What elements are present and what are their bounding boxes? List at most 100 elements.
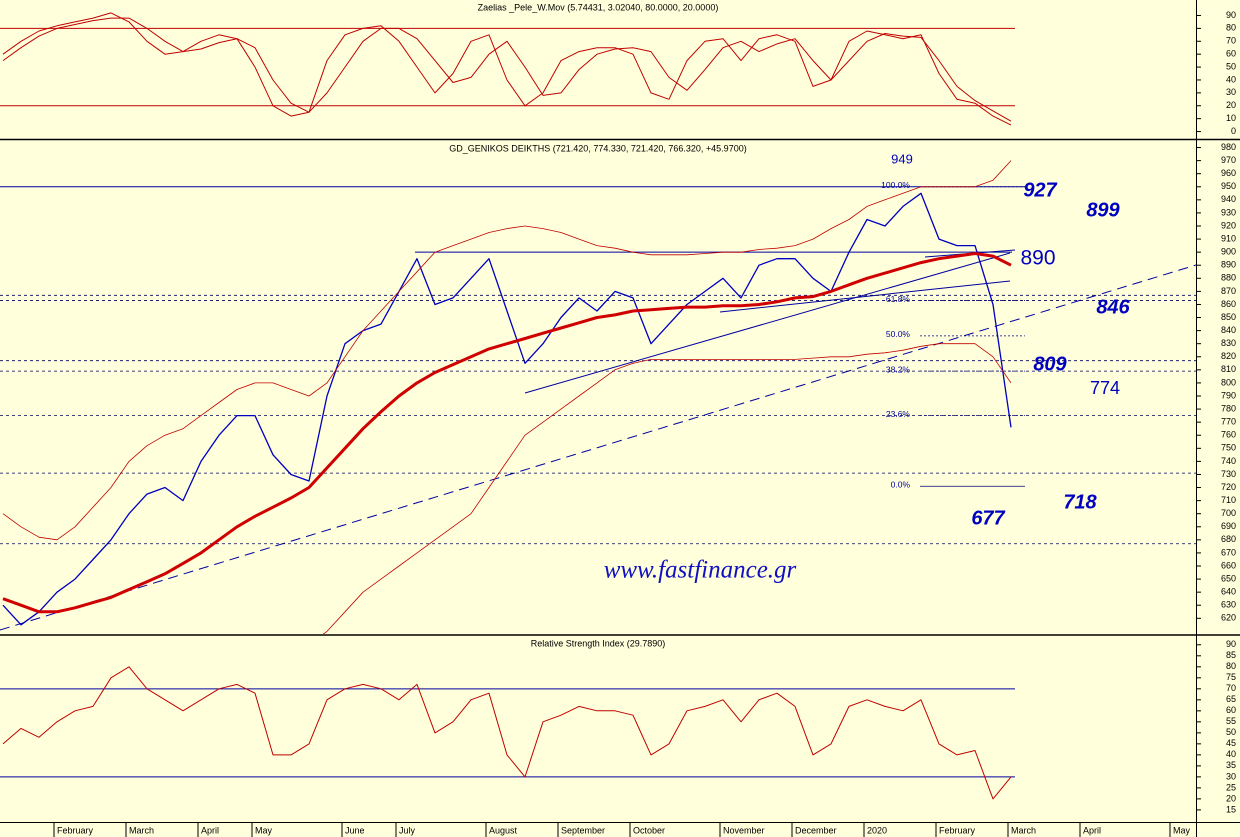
series-line [2, 160, 1012, 541]
y-tick-label: 750 [1221, 443, 1236, 453]
x-tick-label: September [561, 825, 605, 835]
y-tick-label: 640 [1221, 587, 1236, 597]
y-tick-label: 60 [1226, 705, 1236, 715]
y-tick-label: 900 [1221, 247, 1236, 257]
plot-area [0, 160, 1196, 634]
y-tick-label: 90 [1226, 639, 1236, 649]
annotation: 846 [1096, 296, 1130, 318]
y-tick-label: 950 [1221, 181, 1236, 191]
y-tick-label: 740 [1221, 456, 1236, 466]
annotation: 809 [1033, 353, 1067, 375]
y-tick-label: 760 [1221, 430, 1236, 440]
y-tick-label: 50 [1226, 61, 1236, 71]
y-tick-label: 30 [1226, 87, 1236, 97]
y-tick-label: 890 [1221, 260, 1236, 270]
x-tick-label: 2020 [867, 825, 887, 835]
y-tick-label: 15 [1226, 804, 1236, 814]
y-tick-label: 85 [1226, 650, 1236, 660]
x-tick-label: November [723, 825, 765, 835]
y-tick-label: 690 [1221, 521, 1236, 531]
y-tick-label: 920 [1221, 220, 1236, 230]
series-line [2, 192, 1012, 626]
y-tick-label: 940 [1221, 194, 1236, 204]
y-tick-label: 770 [1221, 417, 1236, 427]
y-tick-label: 870 [1221, 286, 1236, 296]
y-tick-label: 810 [1221, 364, 1236, 374]
y-tick-label: 830 [1221, 338, 1236, 348]
y-tick-label: 730 [1221, 469, 1236, 479]
y-tick-label: 0 [1231, 126, 1236, 136]
annotation: 927 [1023, 179, 1057, 201]
y-tick-label: 20 [1226, 793, 1236, 803]
x-tick-label: February [57, 825, 94, 835]
y-tick-label: 680 [1221, 534, 1236, 544]
x-tick-label: May [255, 825, 273, 835]
y-tick-label: 75 [1226, 672, 1236, 682]
series-line [2, 12, 1012, 126]
plot-area [0, 12, 1015, 126]
x-tick-label: December [795, 825, 837, 835]
series-line [2, 17, 1012, 122]
fib-label: 0.0% [891, 479, 911, 489]
y-tick-label: 65 [1226, 694, 1236, 704]
annotation: 774 [1090, 378, 1120, 398]
panel-title: Relative Strength Index (29.7890) [531, 638, 666, 648]
y-tick-label: 720 [1221, 482, 1236, 492]
panel-title: Zaelias _Pele_W.Mov (5.74431, 3.02040, 8… [478, 2, 719, 12]
x-tick-label: February [939, 825, 976, 835]
y-tick-label: 70 [1226, 683, 1236, 693]
x-tick-label: June [345, 825, 365, 835]
y-tick-label: 620 [1221, 613, 1236, 623]
x-tick-label: July [399, 825, 416, 835]
y-tick-label: 840 [1221, 325, 1236, 335]
x-tick-label: March [129, 825, 154, 835]
series-line [2, 252, 1012, 614]
y-tick-label: 710 [1221, 495, 1236, 505]
y-tick-label: 45 [1226, 738, 1236, 748]
y-tick-label: 30 [1226, 771, 1236, 781]
y-tick-label: 980 [1221, 142, 1236, 152]
y-tick-label: 20 [1226, 100, 1236, 110]
y-tick-label: 790 [1221, 390, 1236, 400]
y-tick-label: 880 [1221, 273, 1236, 283]
fib-label: 100.0% [881, 180, 910, 190]
annotation: 677 [971, 507, 1005, 529]
y-tick-label: 960 [1221, 168, 1236, 178]
fib-label: 23.6% [886, 409, 911, 419]
y-tick-label: 670 [1221, 547, 1236, 557]
y-tick-label: 25 [1226, 782, 1236, 792]
y-tick-label: 60 [1226, 49, 1236, 59]
y-tick-label: 970 [1221, 155, 1236, 165]
y-tick-label: 910 [1221, 233, 1236, 243]
y-tick-label: 660 [1221, 560, 1236, 570]
y-tick-label: 50 [1226, 727, 1236, 737]
annotation: 899 [1086, 199, 1120, 221]
y-tick-label: 90 [1226, 10, 1236, 20]
x-tick-label: April [1083, 825, 1101, 835]
y-tick-label: 780 [1221, 403, 1236, 413]
x-tick-label: March [1011, 825, 1036, 835]
series-line [322, 343, 1012, 634]
fib-label: 50.0% [886, 329, 911, 339]
y-tick-label: 35 [1226, 760, 1236, 770]
annotation: 718 [1063, 491, 1097, 513]
x-tick-label: October [633, 825, 665, 835]
fib-label: 38.2% [886, 364, 911, 374]
panel-title: GD_GENIKOS DEIKTHS (721.420, 774.330, 72… [449, 143, 746, 153]
y-tick-label: 40 [1226, 749, 1236, 759]
y-tick-label: 650 [1221, 573, 1236, 583]
y-tick-label: 80 [1226, 23, 1236, 33]
series-line [2, 666, 1012, 800]
y-tick-label: 800 [1221, 377, 1236, 387]
y-tick-label: 630 [1221, 600, 1236, 610]
y-tick-label: 10 [1226, 113, 1236, 123]
y-tick-label: 700 [1221, 508, 1236, 518]
y-tick-label: 860 [1221, 299, 1236, 309]
y-tick-label: 820 [1221, 351, 1236, 361]
x-tick-label: April [201, 825, 219, 835]
x-tick-label: August [489, 825, 518, 835]
annotation: 949 [891, 151, 913, 166]
y-tick-label: 80 [1226, 661, 1236, 671]
